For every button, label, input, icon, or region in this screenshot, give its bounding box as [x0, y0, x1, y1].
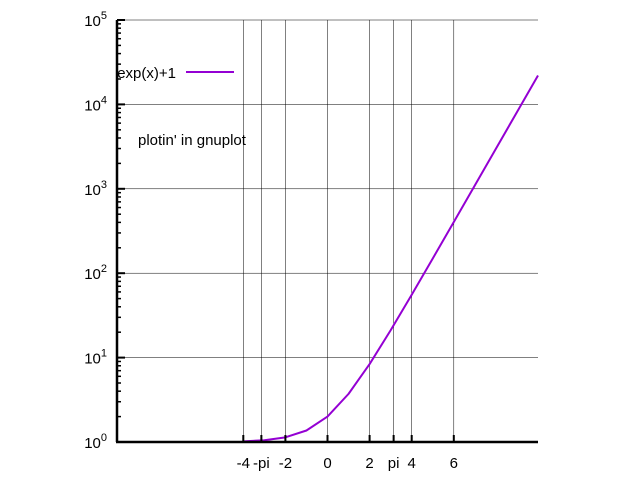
- x-tick-label: 0: [323, 455, 331, 472]
- x-tick-label: 4: [408, 455, 416, 472]
- tick-layer: -4 -pi -2 0 2 pi 4 6 100 101 102 103 104 105: [84, 10, 458, 472]
- grid-lines: [117, 19, 538, 442]
- x-tick-label: 6: [450, 455, 458, 472]
- x-tick-label: -4: [237, 455, 250, 472]
- annotation-text: plotin' in gnuplot: [138, 132, 247, 149]
- x-tick-label: -pi: [253, 455, 270, 472]
- y-tick-label: 105: [84, 10, 107, 30]
- y-tick-label: 102: [84, 263, 107, 283]
- series-layer: [243, 74, 539, 443]
- x-tick-label: -2: [279, 455, 292, 472]
- x-tick-label: pi: [388, 455, 400, 472]
- legend: exp(x)+1: [117, 65, 234, 82]
- y-tick-label: 103: [84, 179, 107, 199]
- y-tick-label: 100: [84, 432, 107, 452]
- axes: [115, 20, 538, 444]
- y-tick-label: 104: [84, 94, 107, 114]
- y-tick-label: 101: [84, 348, 107, 368]
- series-line: [243, 74, 539, 443]
- legend-label: exp(x)+1: [117, 65, 176, 82]
- x-tick-label: 2: [365, 455, 373, 472]
